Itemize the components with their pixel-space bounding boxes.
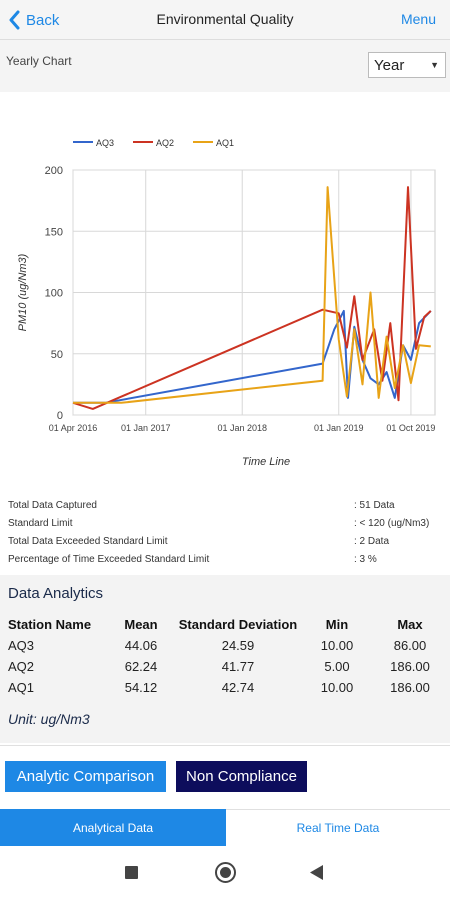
cell-max: 86.00: [393, 638, 427, 653]
stat-value: : 51 Data: [354, 500, 395, 511]
column-header: Max: [397, 616, 423, 632]
stat-percentage-exceeded: Percentage of Time Exceeded Standard Lim…: [0, 554, 450, 572]
cell-mean: 62.24: [124, 659, 158, 674]
x-tick-label: 01 Jan 2019: [314, 423, 364, 433]
tab-real-time-data[interactable]: Real Time Data: [226, 809, 450, 846]
y-tick-label: 50: [51, 349, 63, 361]
dropdown-arrow-icon: ▼: [430, 60, 439, 70]
menu-button[interactable]: Menu: [400, 11, 436, 27]
cell-max: 186.00: [390, 680, 430, 695]
y-tick-label: 100: [45, 288, 63, 300]
chart-header: Yearly Chart Year ▼: [0, 40, 450, 92]
stat-value: : 2 Data: [354, 536, 390, 547]
system-nav-bar: [0, 846, 450, 900]
x-tick-label: 01 Jan 2018: [217, 423, 267, 433]
top-app-bar: Back Environmental Quality Menu: [0, 0, 450, 40]
action-buttons: Analytic Comparison Non Compliance: [0, 745, 450, 809]
chart-svg: 0 50 100 150 200 01 Apr 2016 01 Jan 2017 01 Jan…: [17, 138, 436, 468]
data-tabs: Analytical Data Real Time Data: [0, 809, 450, 846]
back-triangle-icon[interactable]: [310, 865, 324, 880]
chart-section-label: Yearly Chart: [6, 54, 72, 68]
x-axis-title: Time Line: [242, 456, 290, 468]
table-header-row: Station Name Mean Standard Deviation Min…: [0, 613, 450, 635]
cell-mean: 44.06: [124, 638, 158, 653]
pm10-line-chart: 0 50 100 150 200 01 Apr 2016 01 Jan 2017 01 Jan…: [0, 92, 450, 495]
series-line-aq2: [72, 186, 432, 410]
tab-analytical-data[interactable]: Analytical Data: [0, 809, 226, 846]
cell-min: 10.00: [320, 680, 354, 695]
recents-icon[interactable]: [125, 866, 138, 879]
column-header: Station Name: [8, 616, 92, 632]
unit-label: Unit: ug/Nm3: [8, 711, 90, 727]
cell-station: AQ2: [8, 659, 35, 674]
back-button[interactable]: Back: [8, 8, 59, 32]
column-header: Min: [325, 616, 349, 632]
y-tick-label: 150: [45, 226, 63, 238]
series-line-aq3: [73, 309, 432, 404]
analytics-heading: Data Analytics: [8, 585, 104, 602]
cell-station: AQ1: [8, 680, 35, 695]
back-label: Back: [26, 11, 60, 29]
column-header: Standard Deviation: [178, 616, 298, 632]
stat-value: : < 120 (ug/Nm3): [354, 518, 430, 529]
table-row: AQ1 54.12 42.74 10.00 186.00: [0, 677, 450, 698]
chevron-left-icon: [9, 10, 20, 30]
home-icon[interactable]: [215, 862, 236, 883]
table-row: AQ2 62.24 41.77 5.00 186.00: [0, 656, 450, 677]
stat-total-captured: Total Data Captured : 51 Data: [0, 500, 450, 518]
period-select[interactable]: Year ▼: [368, 52, 446, 78]
data-analytics-section: Data Analytics Station Name Mean Standar…: [0, 575, 450, 743]
x-tick-label: 01 Apr 2016: [49, 423, 98, 433]
page-title: Environmental Quality: [156, 11, 294, 27]
cell-min: 5.00: [324, 659, 350, 674]
period-select-value: Year: [374, 56, 405, 74]
stat-label: Total Data Exceeded Standard Limit: [8, 536, 168, 547]
cell-station: AQ3: [8, 638, 35, 653]
legend-label-aq1: AQ1: [216, 138, 234, 148]
cell-mean: 54.12: [124, 680, 158, 695]
cell-std: 41.77: [221, 659, 255, 674]
stat-label: Total Data Captured: [8, 500, 97, 511]
stat-label: Percentage of Time Exceeded Standard Lim…: [8, 554, 210, 565]
cell-max: 186.00: [390, 659, 430, 674]
stat-label: Standard Limit: [8, 518, 73, 529]
stat-total-exceeded: Total Data Exceeded Standard Limit : 2 D…: [0, 536, 450, 554]
legend-label-aq2: AQ2: [156, 138, 174, 148]
column-header: Mean: [124, 616, 158, 632]
cell-std: 24.59: [221, 638, 255, 653]
series-line-aq1: [73, 186, 431, 404]
cell-min: 10.00: [320, 638, 354, 653]
cell-std: 42.74: [221, 680, 255, 695]
x-tick-label: 01 Oct 2019: [386, 423, 435, 433]
table-row: AQ3 44.06 24.59 10.00 86.00: [0, 635, 450, 656]
analytics-table: Station Name Mean Standard Deviation Min…: [0, 613, 450, 698]
legend-label-aq3: AQ3: [96, 138, 114, 148]
x-tick-label: 01 Jan 2017: [121, 423, 171, 433]
stat-standard-limit: Standard Limit : < 120 (ug/Nm3): [0, 518, 450, 536]
y-tick-label: 0: [57, 410, 63, 422]
home-dot: [220, 867, 231, 878]
stats-summary: Total Data Captured : 51 Data Standard L…: [0, 496, 450, 574]
y-axis-title: PM10 (ug/Nm3): [17, 253, 29, 331]
y-tick-label: 200: [45, 165, 63, 177]
stat-value: : 3 %: [354, 554, 377, 565]
non-compliance-button[interactable]: Non Compliance: [176, 761, 307, 792]
analytic-comparison-button[interactable]: Analytic Comparison: [5, 761, 166, 792]
